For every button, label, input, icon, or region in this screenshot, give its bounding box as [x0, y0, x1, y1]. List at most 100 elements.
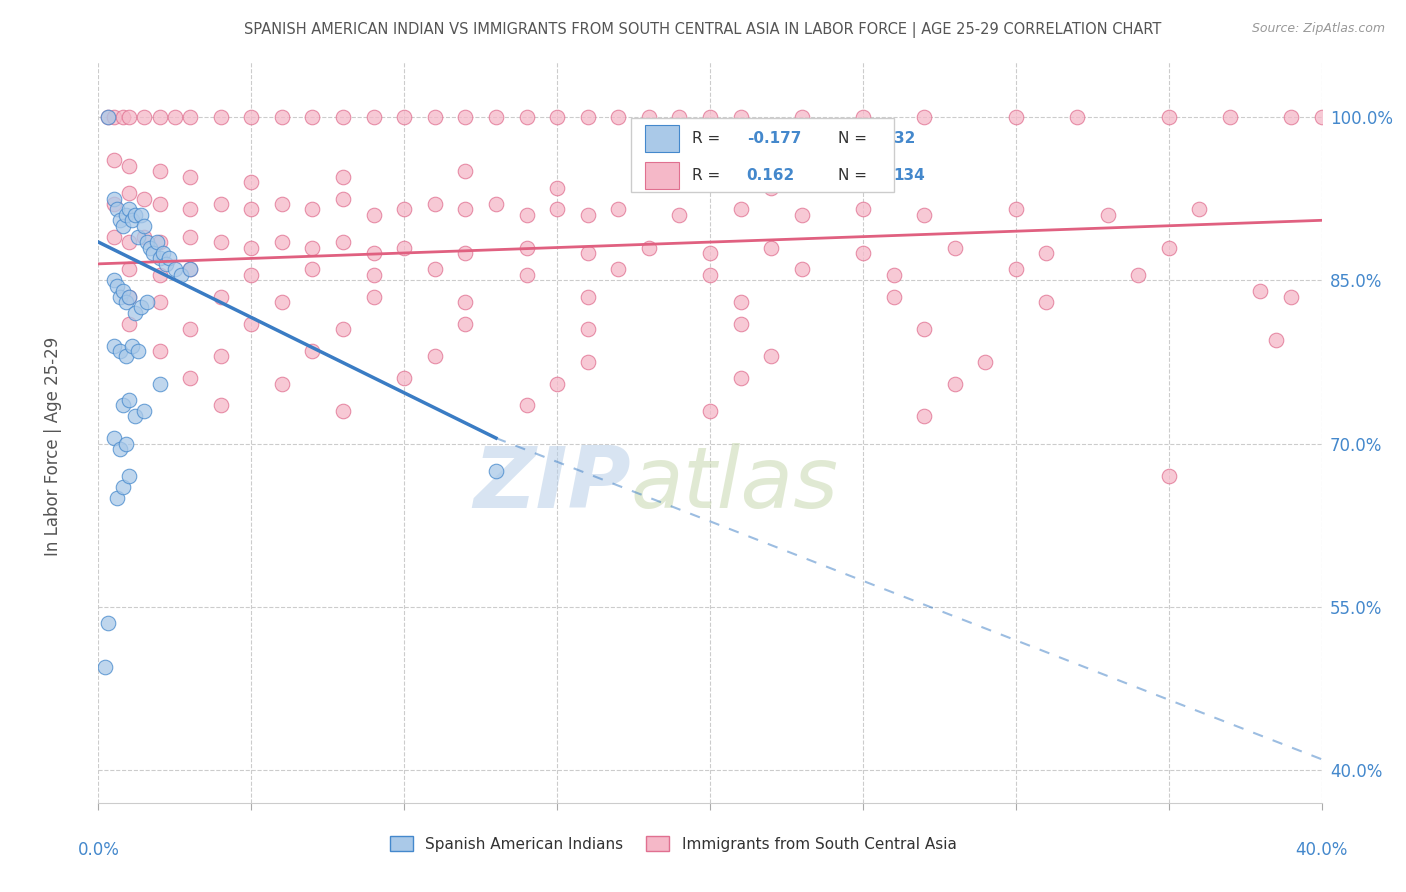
Point — [423, 110, 446, 124]
Text: SPANISH AMERICAN INDIAN VS IMMIGRANTS FROM SOUTH CENTRAL ASIA IN LABOR FORCE | A: SPANISH AMERICAN INDIAN VS IMMIGRANTS FR… — [245, 22, 1161, 38]
Point — [454, 202, 477, 217]
Point — [332, 235, 354, 249]
Point — [301, 262, 323, 277]
Point — [103, 229, 125, 244]
Point — [115, 208, 138, 222]
Point — [761, 350, 783, 364]
Point — [943, 376, 966, 391]
Point — [149, 110, 172, 124]
Point — [546, 180, 568, 194]
Point — [485, 110, 508, 124]
Point — [179, 110, 201, 124]
Point — [699, 268, 721, 282]
Point — [301, 202, 323, 217]
Point — [118, 202, 141, 217]
Point — [105, 202, 128, 217]
Point — [454, 110, 477, 124]
Point — [129, 208, 152, 222]
Point — [179, 322, 201, 336]
Point — [179, 262, 201, 277]
Point — [163, 110, 186, 124]
Point — [516, 240, 538, 255]
Point — [118, 289, 141, 303]
Point — [301, 110, 323, 124]
Point — [1035, 295, 1057, 310]
Point — [157, 252, 180, 266]
Point — [730, 202, 752, 217]
Point — [209, 235, 232, 249]
Point — [111, 219, 134, 233]
Point — [121, 213, 143, 227]
Point — [332, 192, 354, 206]
Point — [149, 376, 172, 391]
Point — [516, 208, 538, 222]
Point — [139, 240, 162, 255]
Point — [546, 110, 568, 124]
Point — [1219, 110, 1241, 124]
Point — [1188, 202, 1211, 217]
Point — [118, 469, 141, 483]
Point — [118, 392, 141, 407]
Point — [103, 338, 125, 352]
Point — [301, 240, 323, 255]
Point — [270, 110, 294, 124]
Point — [97, 616, 120, 631]
Point — [270, 197, 294, 211]
Point — [209, 197, 232, 211]
Point — [699, 404, 721, 418]
Text: 32: 32 — [894, 131, 915, 146]
Point — [1035, 246, 1057, 260]
Text: R =: R = — [692, 131, 725, 146]
Point — [240, 175, 263, 189]
Point — [105, 491, 128, 505]
Point — [516, 268, 538, 282]
Point — [423, 262, 446, 277]
Point — [149, 252, 172, 266]
Point — [1004, 110, 1026, 124]
Point — [103, 273, 125, 287]
Point — [179, 371, 201, 385]
Point — [115, 350, 138, 364]
Point — [124, 208, 146, 222]
Point — [108, 343, 131, 358]
Point — [423, 350, 446, 364]
Point — [883, 289, 905, 303]
Point — [170, 268, 193, 282]
Point — [163, 262, 186, 277]
Point — [118, 262, 141, 277]
Point — [1004, 202, 1026, 217]
Point — [97, 110, 120, 124]
Point — [270, 376, 294, 391]
Point — [392, 371, 416, 385]
Text: 0.0%: 0.0% — [77, 841, 120, 859]
Point — [332, 169, 354, 184]
Point — [118, 110, 141, 124]
Point — [363, 110, 385, 124]
Point — [111, 284, 134, 298]
Point — [127, 229, 149, 244]
Point — [270, 295, 294, 310]
Point — [607, 110, 630, 124]
Point — [363, 289, 385, 303]
Point — [1157, 469, 1180, 483]
Point — [124, 409, 146, 424]
Point — [699, 110, 721, 124]
Point — [423, 197, 446, 211]
Text: N =: N = — [838, 131, 872, 146]
Point — [240, 240, 263, 255]
Text: N =: N = — [838, 169, 872, 183]
Point — [240, 202, 263, 217]
Point — [209, 110, 232, 124]
Point — [943, 240, 966, 255]
Point — [136, 235, 159, 249]
Text: In Labor Force | Age 25-29: In Labor Force | Age 25-29 — [45, 336, 62, 556]
Point — [103, 153, 125, 168]
Point — [179, 229, 201, 244]
Point — [332, 110, 354, 124]
Point — [392, 202, 416, 217]
Point — [209, 398, 232, 412]
Point — [546, 376, 568, 391]
Point — [1157, 110, 1180, 124]
Text: atlas: atlas — [630, 443, 838, 526]
Point — [134, 404, 156, 418]
